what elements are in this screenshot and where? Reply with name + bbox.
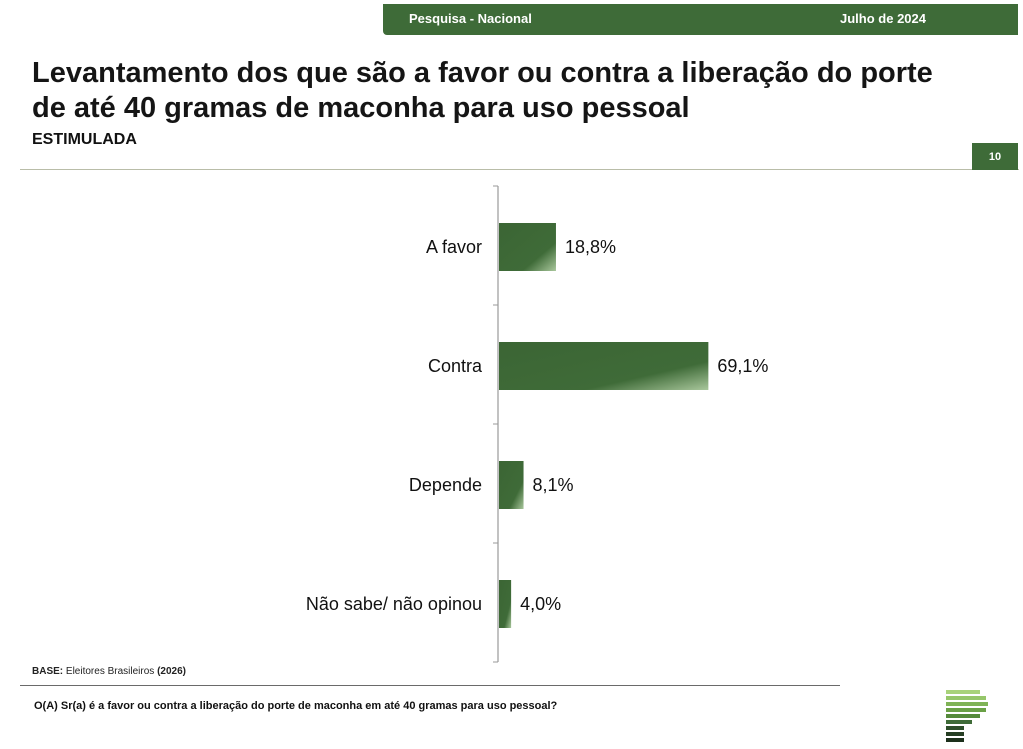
- bar: [499, 223, 556, 271]
- value-label: 18,8%: [565, 237, 616, 257]
- bar: [499, 461, 524, 509]
- survey-question: O(A) Sr(a) é a favor ou contra a liberaç…: [34, 700, 558, 712]
- page-subtitle: ESTIMULADA: [32, 131, 137, 148]
- category-label: A favor: [426, 237, 482, 257]
- base-text: Eleitores Brasileiros: [65, 666, 155, 677]
- value-label: 69,1%: [717, 356, 768, 376]
- value-label: 8,1%: [533, 475, 574, 495]
- survey-name: Pesquisa - Nacional: [409, 11, 532, 26]
- title-divider: [20, 169, 1019, 170]
- category-label: Não sabe/ não opinou: [306, 594, 482, 614]
- base-label: BASE:: [32, 666, 64, 677]
- survey-date: Julho de 2024: [840, 11, 926, 26]
- bar: [499, 342, 709, 390]
- bar-chart: A favor 18,8% Contra 69,1% Depende 8,1% Não sa…: [306, 185, 768, 663]
- category-label: Contra: [428, 356, 483, 376]
- category-label: Depende: [409, 475, 482, 495]
- brand-logo-icon: [946, 690, 988, 742]
- page-title: Levantamento dos que são a favor ou cont…: [32, 57, 933, 124]
- bar: [499, 580, 512, 628]
- page-number: 10: [972, 143, 1018, 170]
- value-label: 4,0%: [520, 594, 561, 614]
- header-bar: Pesquisa - Nacional Julho de 2024: [383, 4, 1018, 35]
- base-note: BASE: Eleitores Brasileiros (2026): [32, 666, 186, 677]
- base-year: (2026): [157, 666, 186, 677]
- footer-divider: [20, 685, 840, 686]
